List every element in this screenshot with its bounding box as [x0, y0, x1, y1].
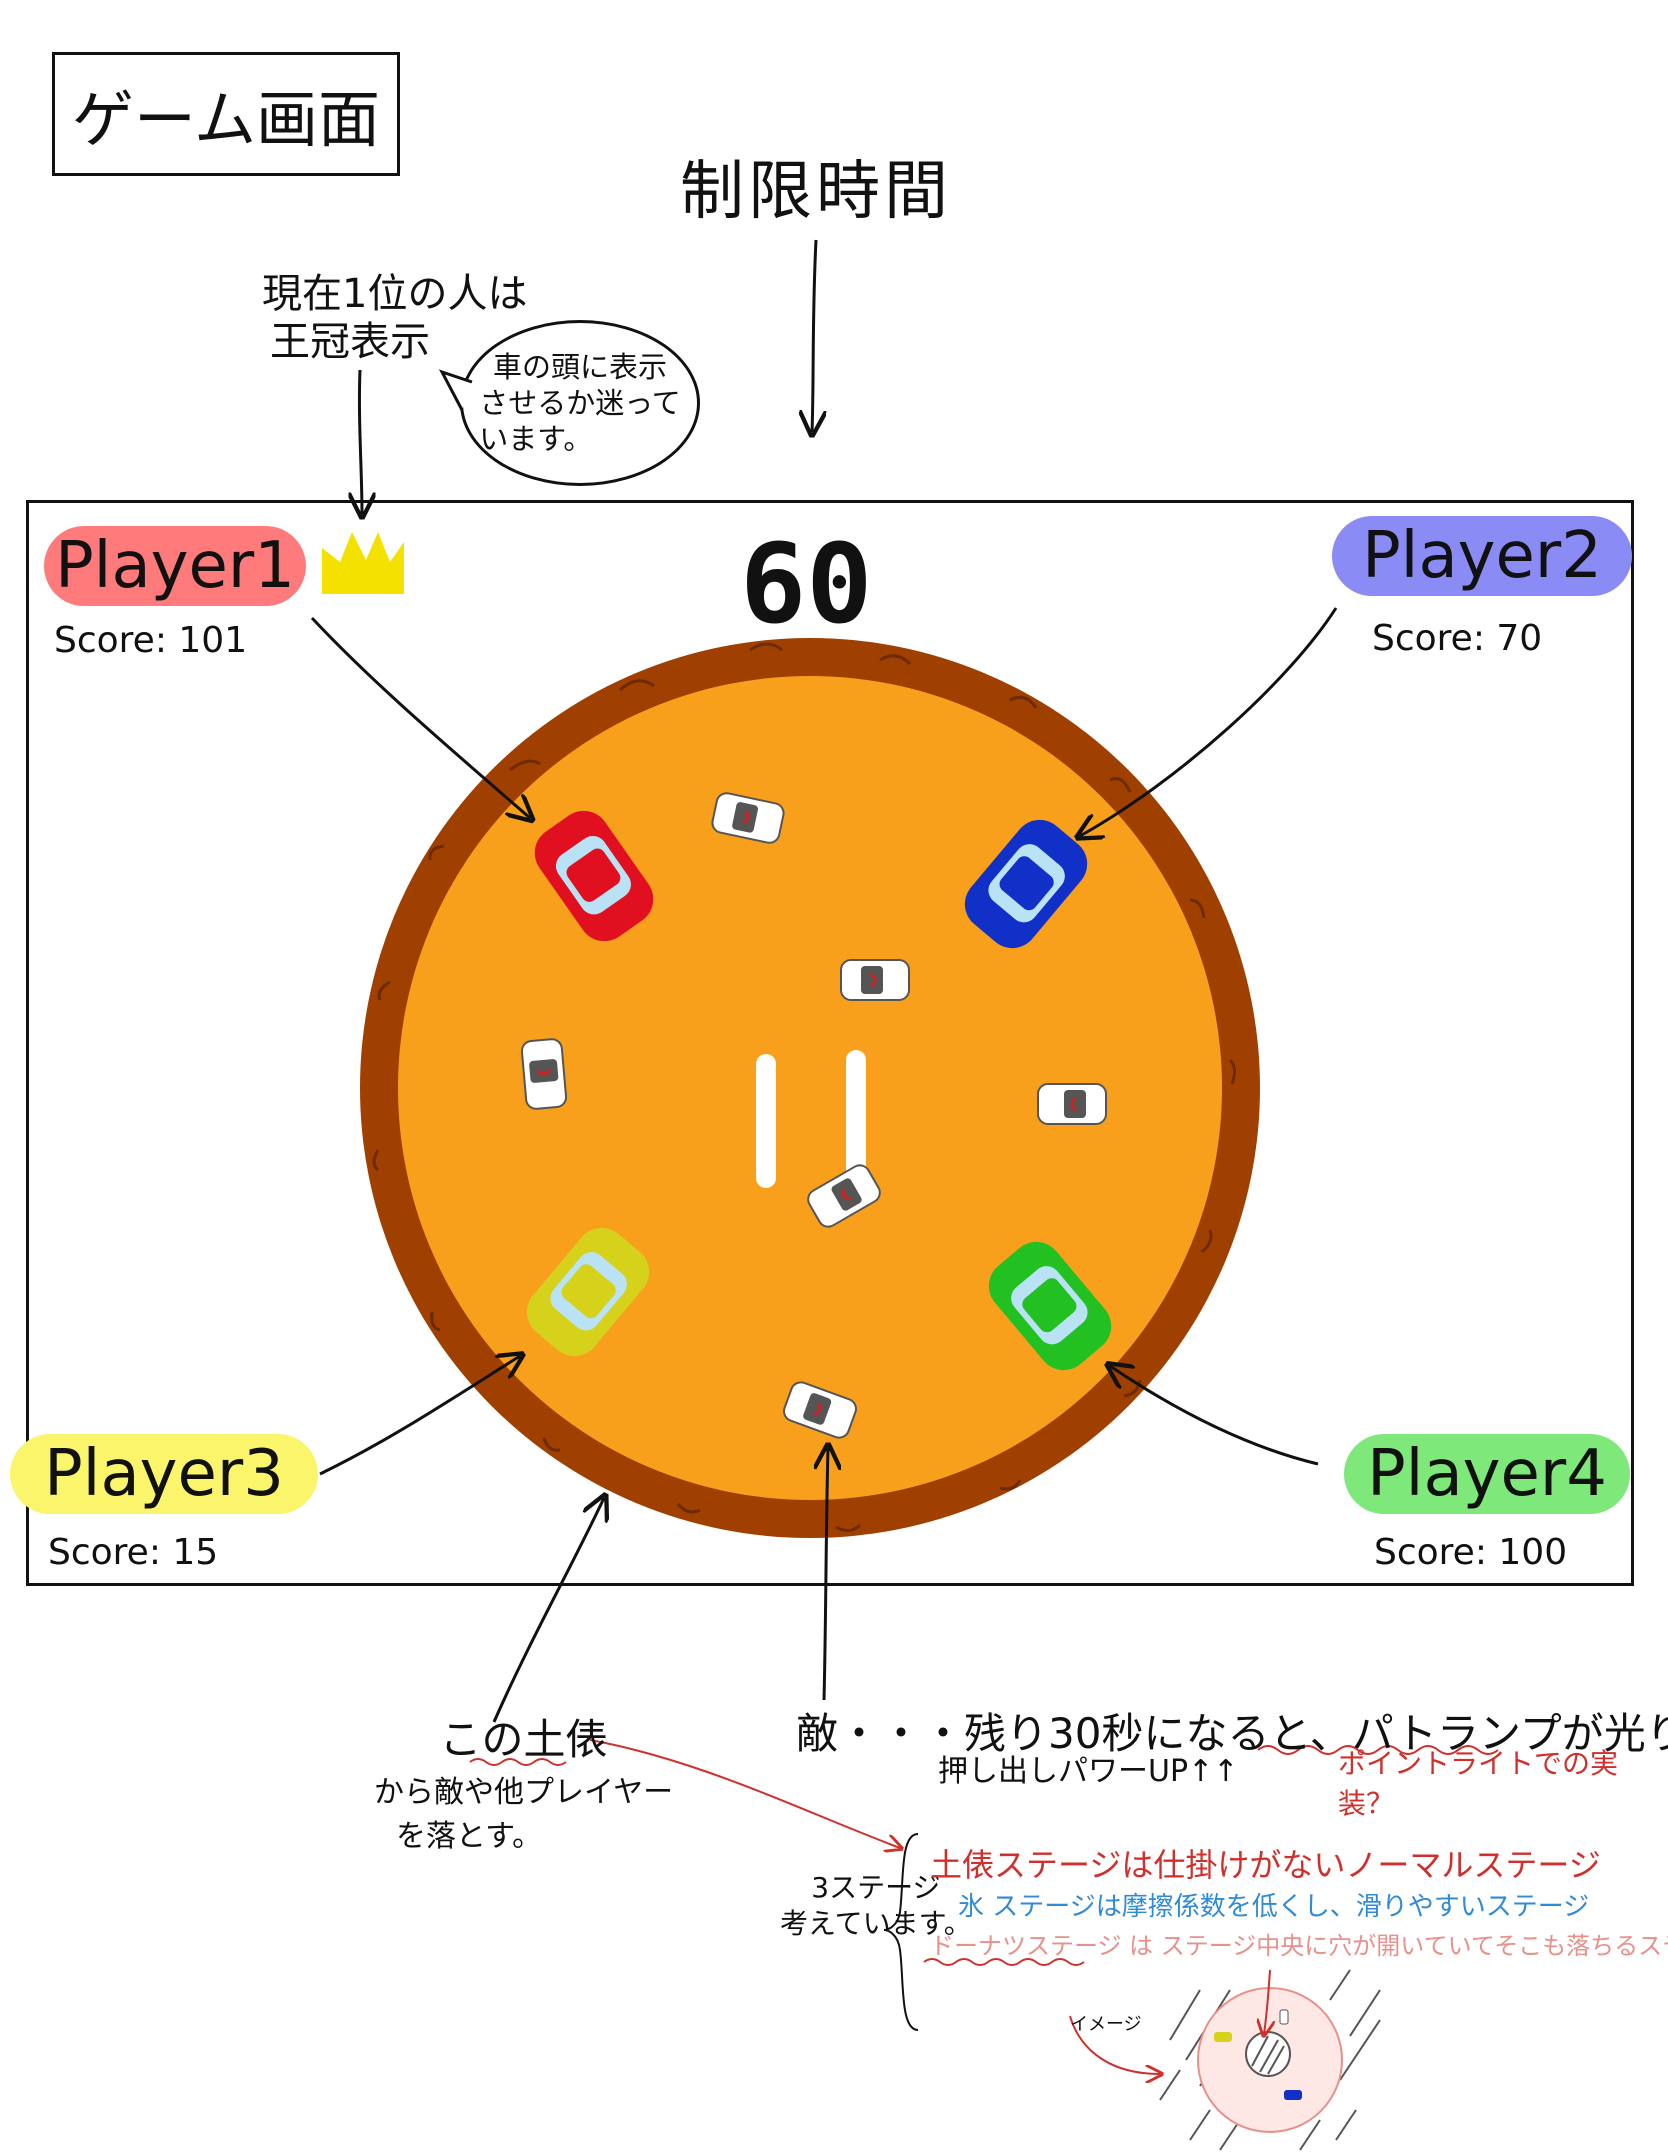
enemy-car-6	[783, 1381, 857, 1439]
ring-note-underline	[469, 1758, 567, 1766]
page-title-box: ゲーム画面	[52, 52, 400, 176]
enemy-note-arrow	[824, 1448, 828, 1701]
enemy-note-sub: 押し出しパワーUP↑↑	[938, 1754, 1239, 1789]
stage-link-arrow	[589, 1739, 900, 1848]
enemy-note-red: ポイントライトでの実装？	[1338, 1747, 1619, 1820]
page-title: ゲーム画面	[71, 83, 381, 156]
time-limit-label: 制限時間	[680, 155, 952, 229]
image-arrow	[1069, 2015, 1160, 2074]
enemy-note-main: 敵・・・残り30秒になると、パトランプが光り、	[796, 1709, 1668, 1758]
stage-brace	[883, 1833, 919, 2031]
stages-label-line2: 考えています。	[780, 1907, 972, 1940]
player1-score: Score: 101	[54, 620, 248, 661]
stages-label-line1: 3ステージ	[811, 1871, 941, 1904]
ring-note-arrow	[492, 1498, 604, 1723]
player1-label: Player1	[44, 526, 306, 606]
enemy-car-3	[520, 1038, 568, 1110]
stage1-note: 土俵ステージは仕掛けがないノーマルステージ	[930, 1846, 1601, 1884]
crown-arrow	[359, 369, 362, 514]
car-player4	[988, 1241, 1112, 1371]
player1-arrow	[310, 616, 530, 818]
ring-note-line2: から敵や他プレイヤー	[374, 1775, 674, 1810]
pause-bar-right	[846, 1050, 866, 1184]
game-screen-frame	[26, 500, 1634, 1586]
player4-arrow	[1110, 1366, 1319, 1466]
ring-note: この土俵 から敵や他プレイヤー を落とす。	[374, 1706, 673, 1855]
player3-label: Player3	[10, 1434, 318, 1514]
pause-bar-left	[756, 1054, 776, 1188]
enemy-car-2	[840, 959, 910, 1001]
enemy-car-5	[807, 1164, 881, 1228]
car-player2	[964, 819, 1088, 949]
player3-name: Player3	[44, 1437, 284, 1511]
car-player1	[534, 810, 654, 942]
stage2-note: 氷 ステージは摩擦係数を低くし、滑りやすいステージ	[958, 1892, 1590, 1922]
crown-note-line1: 現在1位の人は	[262, 271, 528, 317]
stages-label: 3ステージ 考えています。	[780, 1870, 972, 1942]
wavy-underline	[1257, 1745, 1499, 1755]
donut-stage-image	[1159, 1969, 1381, 2151]
player2-name: Player2	[1362, 519, 1602, 593]
bubble-line3: います。	[479, 422, 593, 456]
crown-icon	[322, 532, 404, 594]
car-player3	[526, 1227, 650, 1357]
enemy-car-1	[711, 792, 785, 844]
player2-label: Player2	[1332, 516, 1632, 596]
image-label: イメージ	[1070, 2014, 1142, 2035]
bubble-tail	[438, 369, 473, 411]
donut-underline	[923, 1958, 1085, 1966]
bubble-line1: 車の頭に表示	[492, 350, 667, 384]
player1-name: Player1	[55, 529, 295, 603]
enemy-car-4	[1037, 1083, 1107, 1125]
ring-note-line1: この土俵	[439, 1715, 608, 1764]
player4-score: Score: 100	[1374, 1532, 1568, 1573]
player4-name: Player4	[1367, 1437, 1607, 1511]
player4-label: Player4	[1344, 1434, 1630, 1514]
stage3-note: ドーナツステージ は ステージ中央に穴が開いていてそこも落ちるステージ	[930, 1932, 1668, 1960]
ring-note-line3: を落とす。	[396, 1819, 543, 1854]
player3-arrow	[319, 1356, 520, 1476]
timer: 60	[740, 520, 873, 648]
crown-note: 現在1位の人は 王冠表示	[262, 270, 527, 366]
player2-arrow	[1080, 607, 1338, 836]
speech-bubble: 車の頭に表示 させるか迷って います。	[460, 320, 700, 486]
bubble-line2: させるか迷って	[479, 386, 681, 420]
player3-score: Score: 15	[48, 1532, 219, 1573]
player2-score: Score: 70	[1372, 618, 1543, 659]
crown-note-line2: 王冠表示	[270, 319, 430, 365]
time-limit-arrow	[812, 239, 816, 432]
